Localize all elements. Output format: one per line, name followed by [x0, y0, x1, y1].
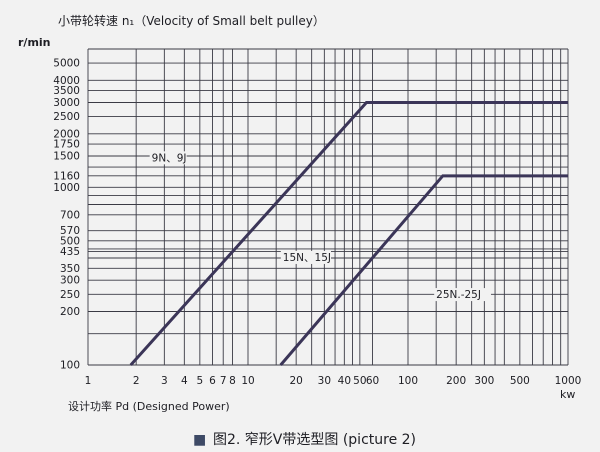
y-tick-label: 350	[60, 263, 80, 275]
series-label-background	[280, 250, 331, 264]
y-axis-label: r/min	[18, 36, 51, 49]
figure-caption: 图2. 窄形V带选型图 (picture 2)	[213, 431, 416, 448]
y-tick-label: 1160	[53, 170, 80, 182]
y-tick-label: 2500	[53, 111, 80, 123]
x-tick-label: 3	[161, 375, 168, 387]
x-tick-label: 4	[181, 375, 188, 387]
y-tick-label: 1000	[53, 182, 80, 194]
x-tick-label: 50	[353, 375, 366, 387]
series-label: 9N、9J	[152, 152, 187, 164]
y-tick-label: 1750	[53, 139, 80, 151]
series-label: 25N.-25J	[436, 289, 481, 301]
series-label-background	[434, 288, 491, 302]
caption-marker: ■	[193, 432, 206, 448]
y-tick-label: 300	[60, 275, 80, 287]
series-line	[129, 101, 568, 367]
x-tick-label: 2	[133, 375, 140, 387]
grid	[87, 48, 569, 366]
y-tick-label: 700	[60, 209, 80, 221]
y-tick-label: 3500	[53, 85, 80, 97]
x-tick-label: 1	[85, 375, 92, 387]
x-axis-unit: kw	[560, 388, 575, 401]
series-line	[279, 174, 568, 366]
x-tick-label: 40	[338, 375, 351, 387]
y-tick-label: 4000	[53, 75, 80, 87]
y-tick-label: 500	[60, 235, 80, 247]
x-tick-label: 1000	[555, 375, 582, 387]
y-tick-label: 5000	[53, 58, 80, 70]
y-tick-label: 200	[60, 306, 80, 318]
y-tick-label: 2000	[53, 128, 80, 140]
x-axis-label: 设计功率 Pd (Designed Power)	[68, 399, 230, 413]
x-tick-label: 5	[196, 375, 203, 387]
x-tick-label: 100	[398, 375, 418, 387]
chart-title: 小带轮转速 n₁（Velocity of Small belt pulley）	[58, 13, 325, 28]
y-tick-label: 570	[60, 225, 80, 237]
x-tick-label: 10	[241, 375, 254, 387]
x-tick-labels: 1 2 3 4 5 6 7 8 10 20 30 40 50 60 100 200 300 500 1000	[85, 375, 582, 387]
y-tick-label: 3000	[53, 97, 80, 109]
x-tick-label: 500	[510, 375, 530, 387]
x-tick-label: 6	[209, 375, 216, 387]
y-tick-label: 250	[60, 289, 80, 301]
y-tick-label: 100	[60, 360, 80, 372]
x-tick-label: 8	[229, 375, 236, 387]
x-tick-label: 200	[446, 375, 466, 387]
y-tick-label: 1500	[53, 150, 80, 162]
series-label-background	[149, 151, 187, 165]
x-tick-label: 300	[474, 375, 494, 387]
x-tick-label: 60	[366, 375, 379, 387]
series-layer	[129, 101, 568, 367]
y-tick-label: 435	[60, 246, 80, 258]
x-tick-label: 7	[220, 375, 227, 387]
x-tick-label: 30	[318, 375, 331, 387]
series-label: 15N、15J	[283, 252, 331, 264]
x-tick-label: 20	[289, 375, 302, 387]
series-labels: 9N、9J 15N、15J 25N.-25J	[149, 151, 491, 302]
